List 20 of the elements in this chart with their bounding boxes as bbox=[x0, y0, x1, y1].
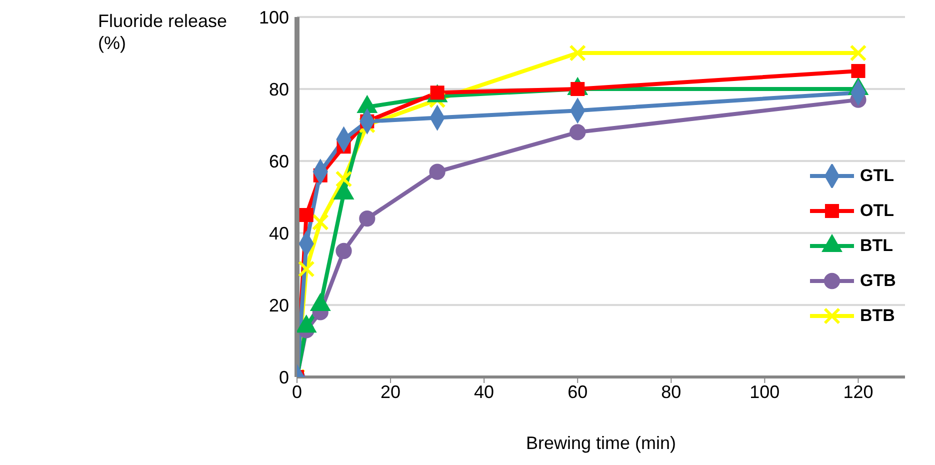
y-tick-label: 60 bbox=[268, 151, 289, 172]
legend-label: BTB bbox=[860, 306, 895, 326]
y-axis-title: Fluoride release (%) bbox=[98, 10, 228, 54]
legend-label: GTL bbox=[860, 166, 894, 186]
legend-label: BTL bbox=[860, 236, 894, 256]
x-axis-title: Brewing time (min) bbox=[526, 433, 676, 453]
y-tick-label: 40 bbox=[268, 223, 289, 244]
x-tick-label: 80 bbox=[661, 382, 682, 402]
x-tick-label: 100 bbox=[750, 382, 780, 402]
y-tick-label: 100 bbox=[258, 7, 289, 28]
y-tick-label: 0 bbox=[278, 367, 289, 388]
y-tick-label: 80 bbox=[268, 79, 289, 100]
x-tick-label: 20 bbox=[380, 382, 401, 402]
x-tick-label: 0 bbox=[292, 382, 302, 402]
x-tick-label: 60 bbox=[568, 382, 588, 402]
legend-label: GTB bbox=[860, 270, 896, 290]
y-tick-label: 20 bbox=[268, 295, 289, 316]
legend-label: OTL bbox=[860, 200, 894, 220]
x-tick-label: 40 bbox=[474, 382, 494, 402]
x-tick-label: 120 bbox=[843, 382, 874, 402]
